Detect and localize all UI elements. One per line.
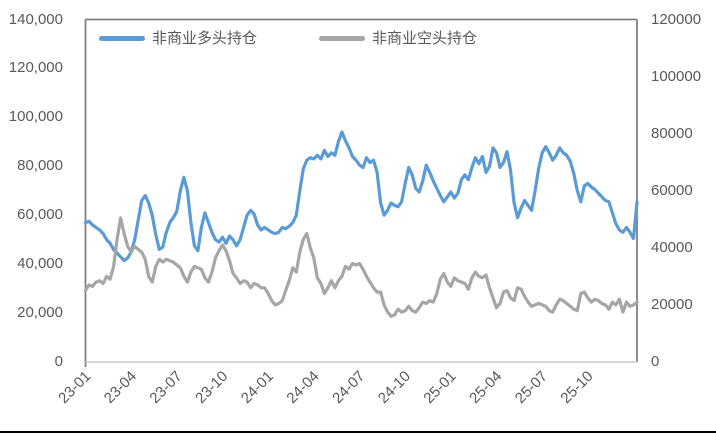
y-tick-label: 100,000 (8, 108, 63, 125)
x-tick-label: 24-10 (375, 368, 414, 407)
y-tick-label: 60,000 (17, 206, 63, 223)
x-tick-label: 25-10 (557, 368, 596, 407)
y-tick-label: 80000 (651, 125, 693, 142)
x-tick-label: 24-01 (238, 368, 277, 407)
y-tick-label: 80,000 (17, 157, 63, 174)
y-tick-label: 120,000 (8, 59, 63, 76)
page-divider (0, 431, 716, 433)
x-tick-label: 25-04 (466, 368, 505, 407)
y-tick-label: 40,000 (17, 255, 63, 272)
y-tick-label: 140,000 (8, 11, 63, 28)
x-tick-label: 23-01 (55, 368, 94, 407)
short-series-swatch (319, 36, 366, 41)
legend-item-short: 非商业空头持仓 (319, 31, 477, 46)
x-tick-label: 25-01 (420, 368, 459, 407)
y-tick-label: 120000 (651, 11, 702, 28)
x-tick-label: 23-07 (146, 368, 185, 407)
short-positions-line (83, 216, 639, 318)
y-tick-label: 0 (651, 353, 660, 370)
legend-item-long: 非商业多头持仓 (99, 31, 257, 46)
y-tick-label: 100000 (651, 68, 702, 85)
y-tick-label: 40000 (651, 239, 693, 256)
y-tick-label: 20000 (651, 296, 693, 313)
long-series-label: 非商业多头持仓 (152, 30, 258, 47)
x-tick-label: 23-10 (192, 368, 231, 407)
y-tick-label: 20,000 (17, 304, 63, 321)
y-tick-label: 0 (54, 353, 63, 370)
long-positions-line (83, 130, 639, 263)
chart-legend: 非商业多头持仓 非商业空头持仓 (99, 31, 477, 46)
y-tick-label: 60000 (651, 182, 693, 199)
x-tick-label: 23-04 (101, 368, 140, 407)
long-series-swatch (99, 36, 145, 41)
short-series-label: 非商业空头持仓 (372, 30, 478, 47)
x-tick-label: 25-07 (512, 368, 551, 407)
x-tick-label: 24-04 (283, 368, 322, 407)
x-tick-label: 24-07 (329, 368, 368, 407)
